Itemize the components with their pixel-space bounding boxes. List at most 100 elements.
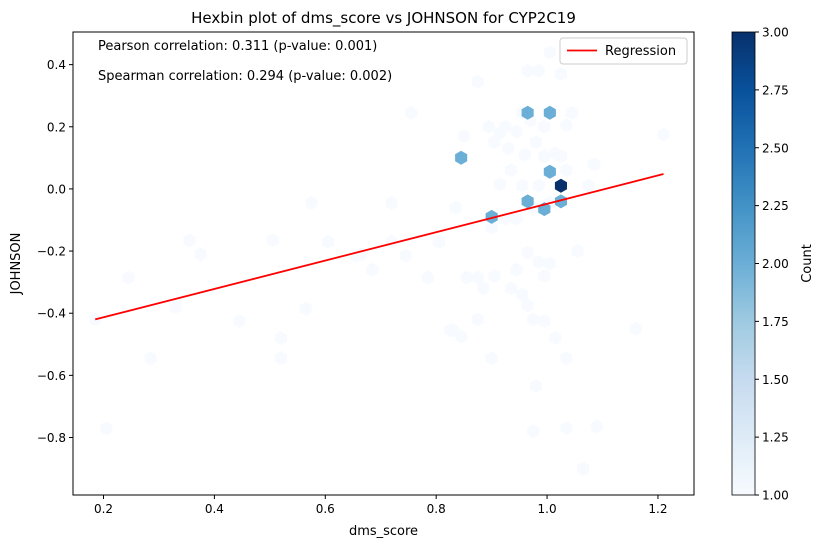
colorbar-tick-label: 1.50 bbox=[762, 373, 789, 387]
x-tick-label: 0.8 bbox=[427, 502, 446, 516]
x-tick-label: 0.4 bbox=[205, 502, 224, 516]
x-tick-label: 0.6 bbox=[316, 502, 335, 516]
spearman-annotation: Spearman correlation: 0.294 (p-value: 0.… bbox=[98, 69, 392, 84]
hexbin-cell bbox=[543, 256, 556, 271]
hexbin-cell bbox=[485, 351, 498, 366]
hexbin-cell bbox=[366, 262, 379, 277]
hexbin-cell bbox=[521, 298, 534, 313]
hexbin-cell bbox=[657, 127, 670, 142]
hexbin-cell bbox=[554, 178, 567, 193]
hexbin-cell bbox=[532, 63, 545, 78]
legend: Regression bbox=[559, 37, 688, 65]
hexbin-cell bbox=[532, 178, 545, 193]
hexbin-cell bbox=[554, 194, 567, 209]
colorbar-ticks: 1.00 1.25 1.50 1.75 2.00 2.25 2.50 2.75 3.00 bbox=[755, 26, 789, 503]
hexbin-cell bbox=[510, 211, 523, 226]
x-tick-label: 1.2 bbox=[648, 502, 667, 516]
hexbin-cell bbox=[405, 105, 418, 120]
hexbin-cell bbox=[89, 312, 102, 327]
hexbin-cell bbox=[521, 194, 534, 209]
hexbin-cell bbox=[274, 351, 287, 366]
hexbin-cell bbox=[493, 177, 506, 192]
hexbin-cell bbox=[538, 314, 551, 328]
plot-frame bbox=[72, 31, 695, 496]
y-tick-label: −0.4 bbox=[37, 307, 66, 321]
hexbin-cell bbox=[122, 270, 135, 285]
colorbar-tick-label: 1.75 bbox=[762, 315, 789, 329]
hexbin-cell bbox=[485, 220, 498, 235]
hexbin-cell bbox=[516, 287, 529, 302]
colorbar-tick-label: 1.25 bbox=[762, 431, 789, 445]
hexbin-cell bbox=[488, 268, 501, 283]
hexbin-cell bbox=[471, 312, 484, 327]
hexbin-cell bbox=[274, 331, 287, 346]
y-tick-label: −0.2 bbox=[37, 245, 66, 259]
colorbar-tick-label: 2.25 bbox=[762, 199, 789, 213]
hexbin-cell bbox=[521, 63, 534, 78]
legend-box bbox=[559, 37, 688, 65]
hexbin-cell bbox=[455, 150, 468, 165]
hexbin-cell bbox=[488, 135, 501, 150]
y-tick-label: 0.2 bbox=[47, 120, 66, 134]
hexbin-cell bbox=[421, 270, 434, 285]
hexbin-cell bbox=[502, 141, 515, 156]
hexbin-cell bbox=[538, 268, 551, 283]
hexbin-cell bbox=[543, 105, 556, 120]
hexbin-cell bbox=[505, 281, 518, 296]
hexbin-cell bbox=[460, 270, 473, 285]
hexbin-cell bbox=[588, 157, 601, 172]
hexbin-cell bbox=[571, 244, 584, 259]
y-tick-label: −0.8 bbox=[37, 431, 66, 445]
hexbin-cell bbox=[560, 421, 573, 436]
hexbin-cell bbox=[554, 149, 567, 164]
hexbin-cell bbox=[169, 300, 182, 314]
hexbin-cell bbox=[582, 178, 595, 193]
y-axis-label: JOHNSON bbox=[9, 233, 24, 296]
hexbin-cell bbox=[266, 233, 279, 248]
hexbin-cell bbox=[100, 421, 113, 436]
hexbin-cell bbox=[446, 323, 459, 338]
hexbin-cell bbox=[549, 331, 562, 346]
colorbar-tick-label: 1.00 bbox=[762, 489, 789, 503]
hexbin-cell bbox=[385, 195, 398, 210]
hexbin-cell bbox=[538, 149, 551, 164]
hexbin-layer bbox=[89, 45, 670, 476]
chart-title: Hexbin plot of dms_score vs JOHNSON for … bbox=[191, 9, 576, 28]
colorbar-tick-label: 3.00 bbox=[762, 26, 789, 40]
hexbin-cell bbox=[233, 314, 246, 328]
hexbin-cell bbox=[449, 200, 462, 215]
x-axis-ticks: 0.2 0.4 0.6 0.8 1.0 1.2 bbox=[94, 495, 668, 516]
hexbin-cell bbox=[516, 178, 529, 193]
hexbin-cell bbox=[477, 281, 490, 296]
hexbin-cell bbox=[532, 254, 545, 269]
hexbin-cell bbox=[471, 270, 484, 285]
hexbin-cell bbox=[471, 74, 484, 89]
colorbar bbox=[731, 31, 756, 496]
hexbin-cell bbox=[629, 321, 642, 336]
hexbin-cell bbox=[577, 461, 590, 476]
regression-line bbox=[94, 173, 664, 321]
hexbin-cell bbox=[194, 247, 207, 262]
colorbar-tick-label: 2.75 bbox=[762, 83, 789, 97]
hexbin-cell bbox=[566, 105, 579, 120]
pearson-annotation: Pearson correlation: 0.311 (p-value: 0.0… bbox=[98, 39, 377, 54]
hexbin-cell bbox=[510, 124, 523, 139]
hexbin-cell bbox=[529, 135, 542, 150]
y-tick-label: −0.6 bbox=[37, 369, 66, 383]
hexbin-cell bbox=[432, 234, 445, 249]
colorbar-label: Count bbox=[800, 244, 815, 283]
y-axis-ticks: −0.8 −0.6 −0.4 −0.2 0.0 0.2 0.4 bbox=[37, 58, 73, 445]
hexbin-cell bbox=[560, 351, 573, 366]
hexbin-cell bbox=[527, 424, 540, 439]
x-tick-label: 1.0 bbox=[538, 502, 557, 516]
hexbin-cell bbox=[485, 209, 498, 224]
hexbin-cell bbox=[529, 379, 542, 394]
colorbar-tick-label: 2.50 bbox=[762, 141, 789, 155]
hexbin-cell bbox=[554, 66, 567, 81]
hexbin-cell bbox=[505, 163, 518, 178]
hexbin-cell bbox=[457, 129, 470, 144]
hexbin-cell bbox=[560, 163, 573, 178]
hexbin-cell bbox=[527, 312, 540, 327]
